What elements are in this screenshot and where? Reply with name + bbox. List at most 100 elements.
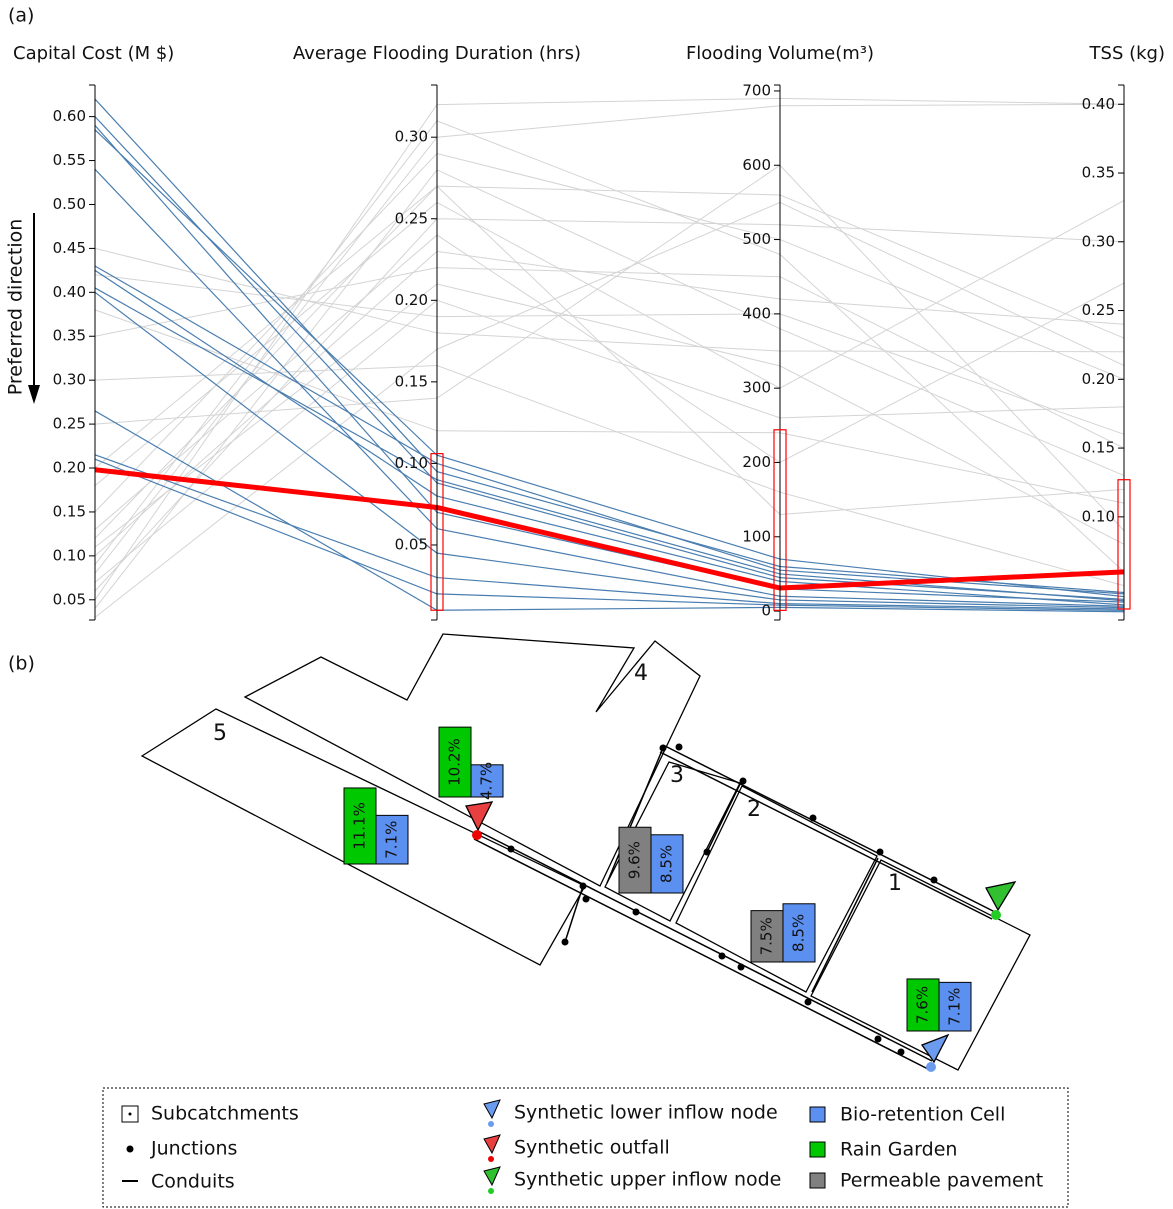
allocation-label: 7.1% bbox=[383, 821, 401, 859]
legend-icon bbox=[126, 1145, 134, 1153]
y-tick-label: 0.50 bbox=[53, 195, 86, 213]
filter-range bbox=[1117, 479, 1131, 610]
parallel-coordinates: Preferred direction Capital Cost (M $) 0.0… bbox=[5, 43, 1165, 621]
subcatchment-number: 4 bbox=[634, 661, 648, 686]
y-tick-label: 0.25 bbox=[53, 415, 86, 433]
solution-line bbox=[94, 410, 1125, 613]
y-tick-label: 600 bbox=[742, 156, 771, 174]
allocation-bar bbox=[375, 814, 409, 865]
axis-label: Flooding Volume(m³) bbox=[686, 43, 874, 64]
legend-label: Junctions bbox=[150, 1138, 237, 1160]
allocations: 10.2% 4.7% 11.1% 7.1% 9.6% 8.5% 7.5% 8.5% 7.6% 7.… bbox=[343, 726, 972, 1032]
panel-label: (b) bbox=[8, 653, 35, 675]
y-tick-label: 0.20 bbox=[53, 459, 86, 477]
y-tick-label: 0.30 bbox=[1082, 232, 1115, 250]
y-tick-label: 0.60 bbox=[53, 107, 86, 125]
y-tick-label: 0.15 bbox=[53, 502, 86, 520]
solution-line bbox=[94, 200, 1125, 486]
y-tick-label: 0.20 bbox=[1082, 370, 1115, 388]
allocation-label: 7.6% bbox=[914, 986, 932, 1024]
y-tick-label: 300 bbox=[742, 379, 771, 397]
legend-label: Synthetic lower inflow node bbox=[514, 1102, 778, 1124]
legend-icon bbox=[488, 1188, 494, 1194]
solution-line bbox=[94, 97, 1125, 601]
allocation-label: 11.1% bbox=[351, 802, 369, 850]
subcatchment-outline bbox=[675, 785, 878, 993]
solution-line bbox=[94, 218, 1125, 592]
allocation-label: 4.7% bbox=[478, 762, 496, 800]
y-tick-label: 0.05 bbox=[53, 590, 86, 608]
allocation-bar bbox=[438, 726, 472, 798]
y-tick-label: 0.30 bbox=[53, 371, 86, 389]
legend-swatch bbox=[809, 1172, 826, 1189]
allocation-bar bbox=[938, 981, 972, 1032]
solution-line bbox=[94, 291, 1125, 609]
solution-line bbox=[94, 287, 1125, 602]
y-tick-label: 0.10 bbox=[1082, 507, 1115, 525]
legend: Subcatchments Junctions Conduits Synthet… bbox=[102, 1087, 1069, 1208]
y-tick-label: 0.20 bbox=[395, 291, 428, 309]
junctions bbox=[507, 743, 938, 1056]
solution-line bbox=[94, 234, 1125, 530]
subcatchment-number: 3 bbox=[670, 763, 684, 788]
solution-line bbox=[94, 169, 1125, 609]
lower-inflow-marker bbox=[920, 1033, 950, 1072]
legend-swatch bbox=[809, 1141, 826, 1158]
y-tick-label: 0.25 bbox=[1082, 301, 1115, 319]
solution-line bbox=[94, 267, 1125, 449]
solution-line bbox=[94, 283, 1125, 548]
y-tick-label: 0.40 bbox=[53, 283, 86, 301]
solution-line bbox=[94, 467, 1125, 591]
y-tick-label: 0.05 bbox=[395, 535, 428, 553]
legend-label: Synthetic upper inflow node bbox=[514, 1169, 781, 1191]
legend-label: Bio-retention Cell bbox=[840, 1104, 1005, 1126]
solution-line bbox=[94, 152, 1125, 513]
allocation-label: 7.5% bbox=[758, 917, 776, 955]
y-tick-label: 200 bbox=[742, 453, 771, 471]
solution-line bbox=[94, 185, 1125, 516]
allocation-label: 7.1% bbox=[946, 988, 964, 1026]
allocation-label: 8.5% bbox=[790, 914, 808, 952]
y-tick-label: 0.40 bbox=[1082, 95, 1115, 113]
y-tick-label: 0.25 bbox=[395, 209, 428, 227]
y-tick-label: 0.10 bbox=[395, 454, 428, 472]
legend-icon bbox=[488, 1156, 494, 1162]
solution-line bbox=[94, 247, 1125, 353]
solution-line bbox=[94, 454, 1125, 610]
subcatchment-number: 2 bbox=[747, 797, 761, 822]
solution-line bbox=[94, 201, 1125, 618]
solution-line bbox=[94, 185, 1125, 539]
allocation-label: 8.5% bbox=[658, 845, 676, 883]
y-tick-label: 0.35 bbox=[53, 327, 86, 345]
legend-icon bbox=[121, 1105, 139, 1123]
y-tick-label: 700 bbox=[742, 81, 771, 99]
legend-label: Subcatchments bbox=[151, 1103, 299, 1125]
map bbox=[140, 633, 1031, 1072]
upper-inflow-marker bbox=[985, 881, 1017, 920]
axis-label: Capital Cost (M $) bbox=[13, 43, 174, 64]
solution-line bbox=[94, 309, 1125, 504]
y-tick-label: 500 bbox=[742, 230, 771, 248]
conduits bbox=[473, 744, 996, 1070]
y-tick-label: 0.10 bbox=[53, 546, 86, 564]
y-tick-label: 100 bbox=[742, 527, 771, 545]
legend-icon bbox=[483, 1166, 501, 1187]
y-tick-label: 0.45 bbox=[53, 239, 86, 257]
axis-label: TSS (kg) bbox=[1089, 43, 1165, 64]
solution-line bbox=[94, 365, 1125, 587]
solution-line bbox=[94, 168, 1125, 607]
solution-line bbox=[94, 164, 1125, 531]
legend-icon bbox=[128, 1112, 132, 1116]
allocation-label: 10.2% bbox=[446, 738, 464, 786]
filter-range bbox=[430, 453, 444, 611]
y-tick-label: 0.30 bbox=[395, 128, 428, 146]
subcatchment-number: 5 bbox=[213, 721, 227, 746]
legend-icon bbox=[483, 1134, 501, 1155]
y-tick-label: 0.35 bbox=[1082, 164, 1115, 182]
solution-line bbox=[94, 98, 1125, 594]
legend-label: Permeable pavement bbox=[840, 1170, 1043, 1192]
legend-swatch bbox=[809, 1106, 826, 1123]
legend-box bbox=[102, 1087, 1069, 1208]
